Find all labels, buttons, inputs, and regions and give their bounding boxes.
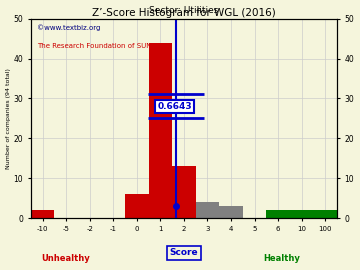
- Text: Sector: Utilities: Sector: Utilities: [149, 6, 219, 15]
- Text: The Research Foundation of SUNY: The Research Foundation of SUNY: [37, 43, 156, 49]
- Bar: [314, 210, 337, 218]
- Text: ©www.textbiz.org: ©www.textbiz.org: [37, 25, 100, 31]
- Bar: [172, 166, 196, 218]
- Bar: [196, 202, 219, 218]
- Text: Unhealthy: Unhealthy: [42, 254, 90, 263]
- Bar: [290, 210, 314, 218]
- Text: 0.6643: 0.6643: [157, 102, 192, 111]
- Title: Z’-Score Histogram for WGL (2016): Z’-Score Histogram for WGL (2016): [92, 8, 276, 18]
- Bar: [149, 43, 172, 218]
- Bar: [219, 206, 243, 218]
- Bar: [125, 194, 149, 218]
- X-axis label: Score: Score: [170, 248, 198, 257]
- Y-axis label: Number of companies (94 total): Number of companies (94 total): [5, 68, 10, 169]
- Bar: [266, 210, 290, 218]
- Bar: [31, 210, 54, 218]
- Text: Healthy: Healthy: [264, 254, 300, 263]
